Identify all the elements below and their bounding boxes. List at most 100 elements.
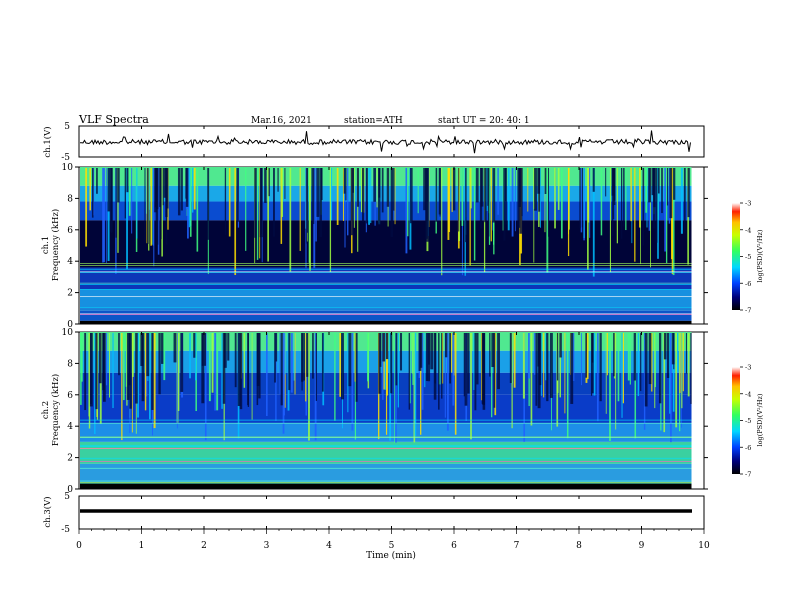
- ch1-waveform-panel: 5 -5 ch.1(V): [42, 122, 705, 163]
- spectrogram-dark-streak: [140, 333, 144, 366]
- spectrogram-line: [80, 282, 692, 284]
- spectrogram-dark-streak: [126, 333, 130, 400]
- spectrogram-streak: [211, 333, 214, 393]
- spectrogram-line: [80, 437, 692, 438]
- spectrogram-streak: [634, 333, 637, 439]
- spectrogram-dark-streak: [273, 168, 275, 237]
- spectrogram-line: [80, 307, 692, 309]
- spectrogram-dark-streak: [264, 168, 267, 203]
- spectrogram-dark-streak: [671, 333, 675, 365]
- spectrogram-dark-streak: [98, 333, 102, 384]
- spectrogram-dark-streak: [484, 168, 487, 223]
- spectrogram-streak: [546, 168, 549, 273]
- spectrogram-line: [80, 457, 692, 459]
- spectrogram-dark-streak: [129, 333, 132, 409]
- spectrogram-streak: [587, 168, 589, 270]
- spectrogram-streak: [522, 333, 525, 399]
- spectrogram-streak: [245, 168, 247, 251]
- spectrogram-line: [80, 448, 692, 449]
- time-axis: 0 1 2 3 4 5 6 7 8 9 10: [76, 126, 710, 551]
- spectrogram-streak: [438, 333, 441, 385]
- spectrogram-streak: [640, 168, 641, 265]
- spectrogram-dark-streak: [673, 168, 676, 200]
- spectrogram-line: [80, 272, 692, 273]
- spectrogram-dark-streak: [474, 333, 477, 411]
- spectrogram-dark-streak: [319, 168, 322, 238]
- spectrogram-streak: [347, 168, 349, 236]
- spectrogram-streak: [105, 333, 108, 386]
- spectrogram-dark-streak: [135, 333, 138, 404]
- spectrogram-streak: [360, 168, 363, 213]
- spectrogram-streak: [420, 333, 422, 435]
- y-tick-label: 2: [67, 289, 73, 299]
- spectrogram-dark-streak: [666, 168, 669, 206]
- spectrogram-dark-streak: [493, 333, 496, 408]
- spectrogram-streak: [357, 168, 359, 252]
- spectrogram-band: [80, 167, 692, 186]
- spectrogram-dark-streak: [546, 333, 549, 402]
- spectrogram-dark-streak: [655, 168, 658, 243]
- spectrogram-dark-streak: [381, 168, 384, 213]
- colorbar-tick-label: -5: [745, 253, 751, 261]
- spectrogram-dark-streak: [274, 333, 276, 383]
- colorbar-tick-label: -4: [745, 390, 751, 398]
- spectrogram-streak: [370, 168, 372, 224]
- spectrogram-streak: [670, 333, 672, 443]
- spectrogram-streak: [470, 333, 472, 440]
- spectrogram-dark-streak: [464, 333, 468, 406]
- spectrogram-streak: [446, 333, 449, 431]
- spectrogram-dark-streak: [316, 168, 320, 217]
- ch1-spectrogram-heatmap: [80, 167, 692, 324]
- spectrogram-dark-streak: [544, 168, 547, 195]
- x-tick-label: 3: [264, 541, 270, 551]
- spectrogram-streak: [188, 168, 191, 228]
- spectrogram-streak: [93, 168, 95, 216]
- spectrogram-dark-streak: [449, 333, 452, 384]
- spectrogram-streak: [557, 168, 560, 210]
- spectrogram-dark-streak: [107, 168, 111, 212]
- spectrogram-dark-streak: [395, 333, 398, 386]
- spectrogram-streak: [625, 168, 627, 231]
- spectrogram-dark-streak: [648, 333, 652, 385]
- spectrogram-streak: [596, 333, 599, 422]
- spectrogram-dark-streak: [177, 168, 181, 216]
- spectrogram-dark-streak: [158, 333, 161, 395]
- spectrogram-streak: [421, 333, 424, 410]
- spectrogram-streak: [627, 333, 630, 381]
- spectrogram-dark-streak: [673, 333, 675, 370]
- spectrogram-streak: [629, 333, 631, 385]
- spectrogram-dark-streak: [223, 333, 227, 368]
- spectrogram-streak: [193, 168, 196, 210]
- spectrogram-streak: [679, 333, 681, 394]
- spectrogram-dark-streak: [547, 168, 550, 237]
- spectrogram-dark-streak: [613, 168, 615, 220]
- spectrogram-dark-streak: [465, 168, 467, 243]
- spectrogram-dark-streak: [408, 333, 411, 410]
- spectrogram-dark-streak: [481, 333, 484, 404]
- y-tick-label: 10: [62, 328, 74, 338]
- spectrogram-dark-streak: [301, 333, 304, 382]
- spectrogram-band: [80, 394, 692, 424]
- spectrogram-band: [80, 185, 692, 202]
- spectrogram-streak: [102, 168, 104, 263]
- spectrogram-streak: [177, 333, 180, 411]
- spectrogram-dark-streak: [201, 333, 205, 404]
- spectrogram-streak: [569, 168, 570, 230]
- spectrogram-dark-streak: [128, 333, 131, 386]
- spectrogram-streak: [491, 333, 493, 418]
- spectrogram-streak: [405, 168, 408, 254]
- spectrogram-line: [80, 467, 692, 469]
- spectrogram-dark-streak: [117, 168, 120, 203]
- spectrogram-dark-streak: [613, 168, 616, 201]
- spectrogram-dark-streak: [268, 168, 270, 197]
- x-tick-label: 0: [76, 541, 82, 551]
- spectrogram-streak: [540, 333, 542, 396]
- ch1-label: ch.1: [41, 236, 51, 254]
- spectrogram-streak: [137, 333, 139, 418]
- spectrogram-streak: [680, 168, 683, 234]
- chart-title: VLF Spectra: [78, 113, 149, 126]
- ch1-waveform-frame: [78, 125, 705, 158]
- spectrogram-dark-streak: [204, 333, 207, 366]
- spectrogram-streak: [507, 168, 510, 231]
- spectrogram-streak: [214, 333, 217, 411]
